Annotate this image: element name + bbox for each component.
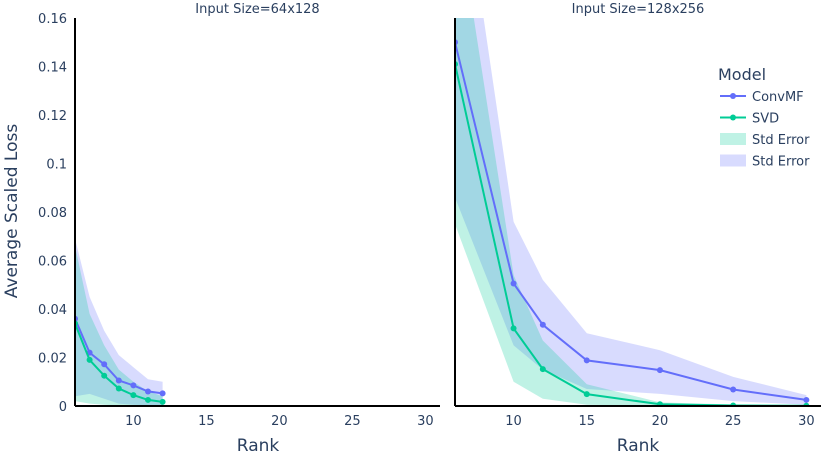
x-axis-title-right: Rank [617,436,660,456]
data-point-svd [510,325,517,332]
x-tick-label: 20 [271,414,288,429]
plot-area [455,18,810,406]
legend-title: Model [718,65,766,84]
legend-item[interactable]: SVD [720,112,779,127]
x-tick-label: 25 [725,414,742,429]
legend-item[interactable]: Std Error [720,133,810,148]
data-point-svd [539,366,546,373]
y-tick-label: 0.14 [38,61,67,76]
data-point-convmf [510,280,517,287]
data-point-convmf [656,367,663,374]
std-error-band-svd [75,245,163,406]
std-error-band-convmf [75,238,163,406]
legend-swatch-marker [730,114,736,121]
data-point-svd [583,391,590,398]
x-tick-label: 10 [125,414,142,429]
legend: Model ConvMF SVD Std Error Std Error [718,65,810,170]
legend-label: ConvMF [752,90,804,105]
data-point-convmf [130,382,137,389]
panel-title: Input Size=64x128 [195,2,319,17]
x-axis-title-left: Rank [237,436,280,456]
panel-title: Input Size=128x256 [572,2,705,17]
panel-right: Input Size=128x256 10 15 20 25 30 [454,2,821,429]
y-tick-label: 0.08 [38,206,67,221]
data-point-convmf [159,390,166,397]
x-tick-label: 10 [505,414,522,429]
data-point-convmf [539,321,546,328]
x-tick-label: 15 [578,414,595,429]
data-point-svd [159,398,166,405]
legend-item[interactable]: Std Error [720,154,810,170]
panel-left: Input Size=64x128 10 15 20 25 30 [74,2,440,429]
y-axis: 0 0.02 0.04 0.06 0.08 0.1 0.12 0.14 0.16 [38,12,67,415]
legend-swatch-band [720,154,746,167]
x-tick-label: 25 [344,414,361,429]
data-point-convmf [803,396,810,403]
data-point-convmf [145,388,151,395]
y-tick-label: 0.1 [46,158,67,173]
data-point-convmf [101,361,108,368]
data-point-convmf [730,386,737,393]
x-tick-label: 15 [198,414,215,429]
legend-item[interactable]: ConvMF [720,90,804,105]
y-axis-title: Average Scaled Loss [2,124,22,299]
y-tick-label: 0.12 [38,109,67,124]
x-tick-label: 30 [798,414,815,429]
data-point-svd [101,372,108,379]
data-point-svd [656,401,663,406]
y-tick-label: 0.06 [38,255,67,270]
legend-label: SVD [752,112,779,127]
legend-swatch-band [720,133,746,145]
x-tick-label: 30 [417,414,434,429]
y-tick-label: 0.16 [38,12,67,27]
y-tick-label: 0.02 [38,352,67,367]
x-tick-label: 20 [652,414,669,429]
data-point-svd [86,356,93,363]
legend-label: Std Error [752,133,810,148]
plot-area [75,238,166,406]
data-point-convmf [115,377,122,384]
y-tick-label: 0.04 [38,303,67,318]
y-tick-label: 0 [59,400,67,415]
data-point-svd [145,396,151,403]
data-point-svd [115,385,122,392]
data-point-svd [130,392,137,399]
std-error-band-convmf [455,18,807,405]
legend-swatch-marker [730,93,736,99]
data-point-convmf [583,357,590,364]
legend-label: Std Error [752,155,810,170]
